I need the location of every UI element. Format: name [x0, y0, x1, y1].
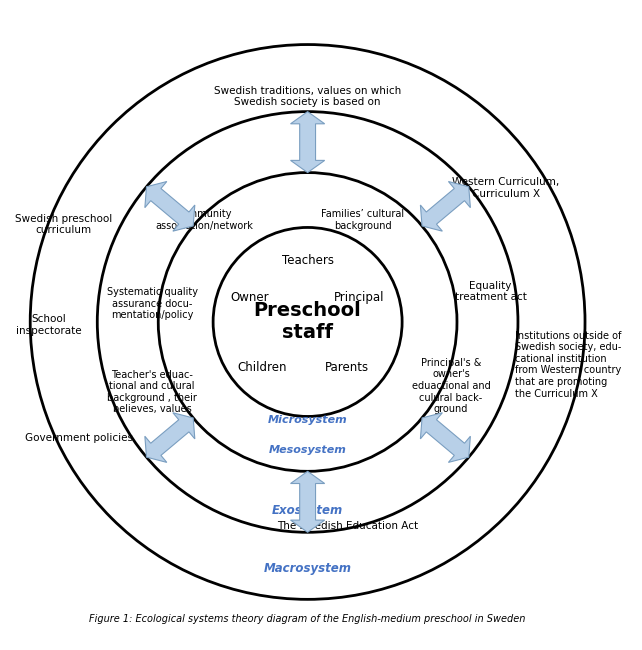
- Text: Mesosystem: Mesosystem: [269, 445, 347, 455]
- Text: Teachers: Teachers: [282, 255, 334, 268]
- Text: Owner: Owner: [230, 291, 269, 304]
- Polygon shape: [291, 112, 325, 173]
- Text: Principal: Principal: [334, 291, 385, 304]
- Text: Equality
treatment act: Equality treatment act: [455, 281, 526, 302]
- Text: Families’ cultural
background: Families’ cultural background: [321, 209, 404, 231]
- Polygon shape: [145, 181, 195, 231]
- Text: Community
association/network: Community association/network: [155, 209, 253, 231]
- Text: Swedish traditions, values on which
Swedish society is based on: Swedish traditions, values on which Swed…: [214, 86, 401, 107]
- Text: Swedish preschool
curriculum: Swedish preschool curriculum: [15, 214, 112, 235]
- Text: Children: Children: [237, 361, 286, 374]
- Text: Macrosystem: Macrosystem: [264, 562, 352, 575]
- Text: Institutions outside of
Swedish society, edu-
cational institution
from Western : Institutions outside of Swedish society,…: [515, 331, 621, 398]
- Polygon shape: [291, 471, 325, 532]
- Text: Government policies: Government policies: [25, 433, 133, 443]
- Text: The Swedish Education Act: The Swedish Education Act: [277, 521, 418, 531]
- Text: Western Curriculum,
Curriculum X: Western Curriculum, Curriculum X: [452, 177, 559, 199]
- Polygon shape: [421, 413, 471, 462]
- Text: Parents: Parents: [325, 361, 369, 374]
- Text: Exosystem: Exosystem: [272, 504, 343, 517]
- Text: Principal's &
owner's
eduactional and
culural back-
ground: Principal's & owner's eduactional and cu…: [412, 358, 490, 414]
- Text: Preschool
staff: Preschool staff: [254, 302, 361, 343]
- Polygon shape: [421, 181, 471, 231]
- Text: Systematic quality
assurance docu-
mentation/policy: Systematic quality assurance docu- menta…: [107, 287, 198, 320]
- Text: Microsystem: Microsystem: [268, 415, 347, 424]
- Polygon shape: [145, 413, 195, 462]
- Text: Teacher's eduac-
tional and culural
background , their
believes, values: Teacher's eduac- tional and culural back…: [107, 370, 197, 415]
- Text: School
inspectorate: School inspectorate: [15, 314, 82, 336]
- Text: Figure 1: Ecological systems theory diagram of the English-medium preschool in S: Figure 1: Ecological systems theory diag…: [89, 614, 526, 624]
